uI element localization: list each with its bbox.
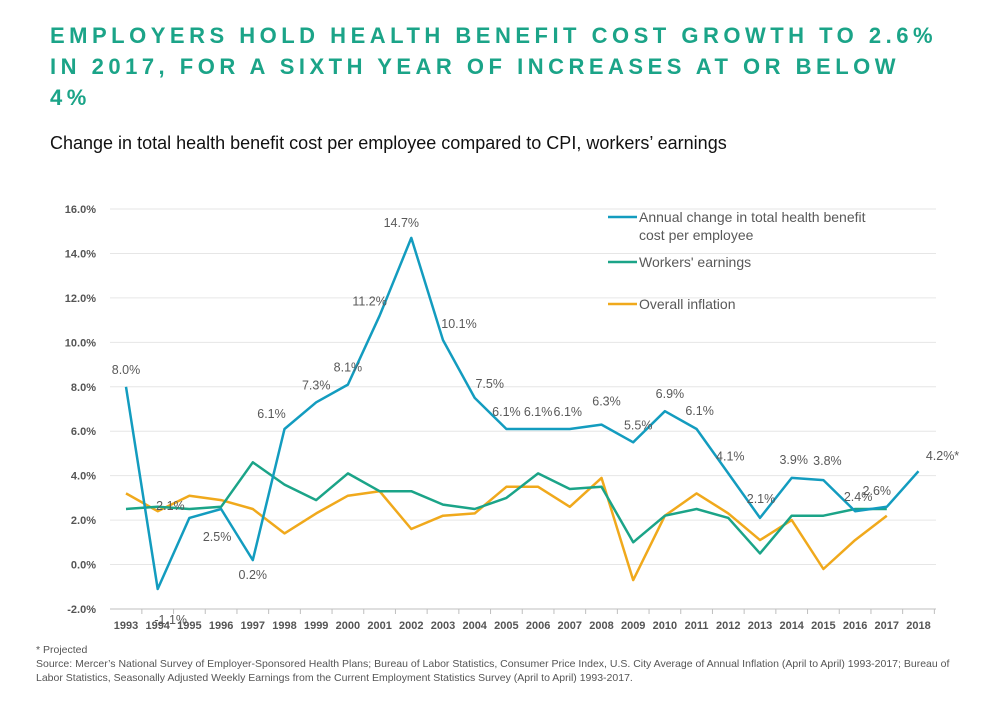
data-label: 8.0% <box>112 363 141 377</box>
chart-notes: * Projected Source: Mercer’s National Su… <box>36 643 976 685</box>
x-tick-label: 1996 <box>209 620 233 632</box>
legend-label: Annual change in total health benefit cos… <box>639 209 866 243</box>
x-tick-label: 1994 <box>145 620 170 632</box>
x-tick-label: 1999 <box>304 620 328 632</box>
x-tick-label: 2006 <box>526 620 550 632</box>
y-tick-label: 16.0% <box>65 204 96 216</box>
y-tick-label: 14.0% <box>65 248 96 260</box>
source-note: Source: Mercer’s National Survey of Empl… <box>36 658 950 684</box>
data-label: 6.1% <box>524 405 553 419</box>
x-tick-label: 2005 <box>494 620 518 632</box>
series-lines <box>124 236 920 591</box>
x-tick-label: 1998 <box>272 620 296 632</box>
data-label: 14.7% <box>384 216 419 230</box>
data-label: 10.1% <box>441 317 476 331</box>
data-label: 2.6% <box>863 484 892 498</box>
y-tick-label: 2.0% <box>71 515 96 527</box>
chart-title: EMPLOYERS HOLD HEALTH BENEFIT COST GROWT… <box>50 23 938 110</box>
x-tick-label: 2011 <box>685 620 709 632</box>
x-tick-label: 2016 <box>843 620 867 632</box>
data-label: 6.1% <box>685 404 714 418</box>
data-label: 6.1% <box>492 405 521 419</box>
data-label: 8.1% <box>334 361 363 375</box>
x-tick-label: 2003 <box>431 620 455 632</box>
data-label: 6.3% <box>592 395 621 409</box>
x-tick-label: 2009 <box>621 620 645 632</box>
y-tick-label: 4.0% <box>71 471 96 483</box>
data-label: 3.8% <box>813 454 842 468</box>
data-label: 4.1% <box>716 449 745 463</box>
data-label: 7.5% <box>475 377 504 391</box>
x-tick-label: 2007 <box>558 620 582 632</box>
data-label: 0.2% <box>239 568 268 582</box>
data-label: 2.4% <box>844 490 873 504</box>
x-tick-label: 1995 <box>177 620 201 632</box>
y-tick-label: 12.0% <box>65 293 96 305</box>
y-tick-label: 6.0% <box>71 426 96 438</box>
y-tick-label: -2.0% <box>67 604 96 616</box>
legend-label: Workers' earnings <box>639 254 751 270</box>
data-label: 2.5% <box>203 530 232 544</box>
x-tick-label: 2017 <box>875 620 899 632</box>
footnote: * Projected <box>36 644 88 656</box>
data-label: 7.3% <box>302 378 331 392</box>
x-tick-label: 1997 <box>241 620 265 632</box>
series-line-0 <box>124 236 920 591</box>
y-axis-ticks: -2.0% 0.0% 2.0% 4.0% 6.0% 8.0% 10.0% 12.0% 14.0%… <box>65 204 96 616</box>
legend-label: Overall inflation <box>639 296 736 312</box>
x-tick-label: 1993 <box>114 620 138 632</box>
x-tick-label: 2000 <box>336 620 360 632</box>
data-label: 3.9% <box>779 453 808 467</box>
data-label: 5.5% <box>624 418 653 432</box>
x-tick-label: 2004 <box>462 620 487 632</box>
data-label: 6.1% <box>257 407 286 421</box>
x-tick-label: 2010 <box>653 620 677 632</box>
x-tick-label: 2013 <box>748 620 772 632</box>
x-axis-ticks: 1993 1994 1995 1996 1997 1998 1999 2000 2001 2002… <box>110 608 936 632</box>
x-tick-label: 2018 <box>906 620 930 632</box>
y-tick-label: 8.0% <box>71 382 96 394</box>
series-line-1 <box>125 461 887 555</box>
data-label: 2.1% <box>156 499 185 513</box>
x-tick-label: 2001 <box>367 620 391 632</box>
data-label: 11.2% <box>352 295 387 309</box>
y-tick-label: 10.0% <box>65 337 96 349</box>
data-label: 6.9% <box>656 387 685 401</box>
x-tick-label: 2015 <box>811 620 835 632</box>
data-label: 6.1% <box>554 405 583 419</box>
x-tick-label: 2014 <box>779 620 804 632</box>
x-tick-label: 2008 <box>589 620 613 632</box>
y-tick-label: 0.0% <box>71 560 96 572</box>
chart-subtitle: Change in total health benefit cost per … <box>50 133 727 153</box>
data-label: 2.1% <box>747 492 776 506</box>
data-label: -1.1% <box>154 613 187 627</box>
data-label: 4.2%* <box>926 449 959 463</box>
x-tick-label: 2002 <box>399 620 423 632</box>
series-line-2 <box>125 476 888 582</box>
x-tick-label: 2012 <box>716 620 740 632</box>
legend: Annual change in total health benefit cos… <box>608 209 866 312</box>
data-labels: 8.0% -1.1% 2.1% 2.5% 0.2% 6.1% 7.3%8.1% 11.2% 14… <box>112 216 960 627</box>
